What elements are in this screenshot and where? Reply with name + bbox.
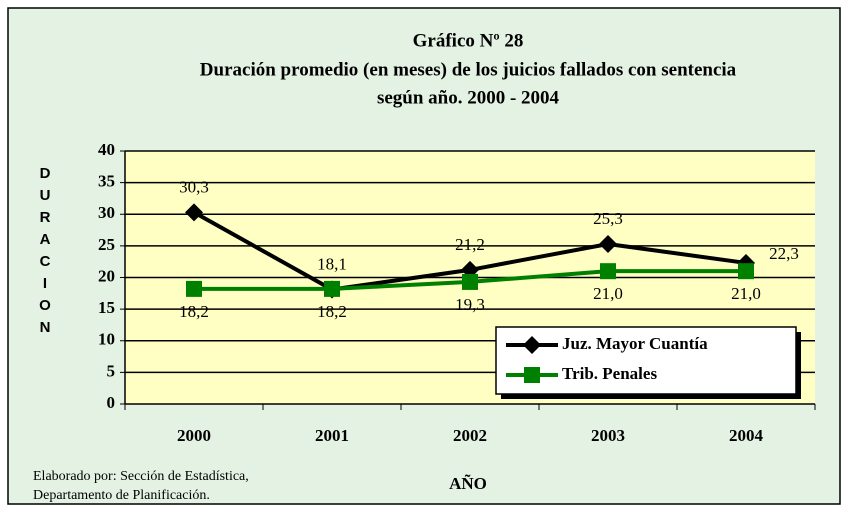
y-tick-label: 35 — [98, 172, 115, 191]
x-tick-label: 2003 — [591, 426, 625, 445]
marker — [324, 280, 340, 297]
data-label: 21,0 — [731, 284, 761, 303]
y-tick-label: 20 — [98, 266, 115, 285]
x-tick-label: 2004 — [729, 426, 764, 445]
footnote: Elaborado por: Sección de Estadística, — [33, 469, 249, 484]
y-tick-label: 30 — [98, 203, 115, 222]
y-tick-label: 25 — [98, 235, 115, 254]
marker — [524, 367, 540, 383]
data-label: 18,2 — [317, 302, 347, 321]
y-tick-label: 15 — [98, 298, 115, 317]
x-tick-label: 2002 — [453, 426, 487, 445]
y-tick-label: 10 — [98, 330, 115, 349]
y-tick-label: 40 — [98, 140, 115, 159]
data-label: 21,2 — [455, 235, 485, 254]
legend — [495, 326, 797, 395]
marker — [523, 336, 541, 354]
x-tick-label: 2000 — [177, 426, 211, 445]
data-label: 30,3 — [179, 177, 209, 196]
chart-subtitle: según año. 2000 - 2004 — [377, 87, 560, 108]
y-axis-label: DURACION — [37, 165, 54, 341]
data-label: 18,1 — [317, 254, 347, 273]
data-label: 18,2 — [179, 302, 209, 321]
marker — [600, 263, 616, 280]
data-label: 19,3 — [455, 295, 485, 314]
data-label: 21,0 — [593, 284, 623, 303]
marker — [185, 203, 203, 222]
footnote: Departamento de Planificación. — [33, 488, 210, 503]
marker — [599, 234, 617, 253]
x-tick-label: 2001 — [315, 426, 349, 445]
marker — [186, 280, 202, 297]
y-tick-label: 0 — [107, 393, 116, 412]
legend-label: Juz. Mayor Cuantía — [562, 334, 708, 353]
marker — [738, 263, 754, 280]
x-axis-label: AÑO — [449, 474, 487, 493]
y-tick-label: 5 — [107, 361, 116, 380]
chart-subtitle: Duración promedio (en meses) de los juic… — [200, 59, 737, 80]
data-label: 25,3 — [593, 209, 623, 228]
legend-label: Trib. Penales — [562, 364, 657, 383]
chart-title: Gráfico Nº 28 — [413, 30, 524, 51]
marker — [462, 273, 478, 290]
data-label: 22,3 — [769, 244, 799, 263]
